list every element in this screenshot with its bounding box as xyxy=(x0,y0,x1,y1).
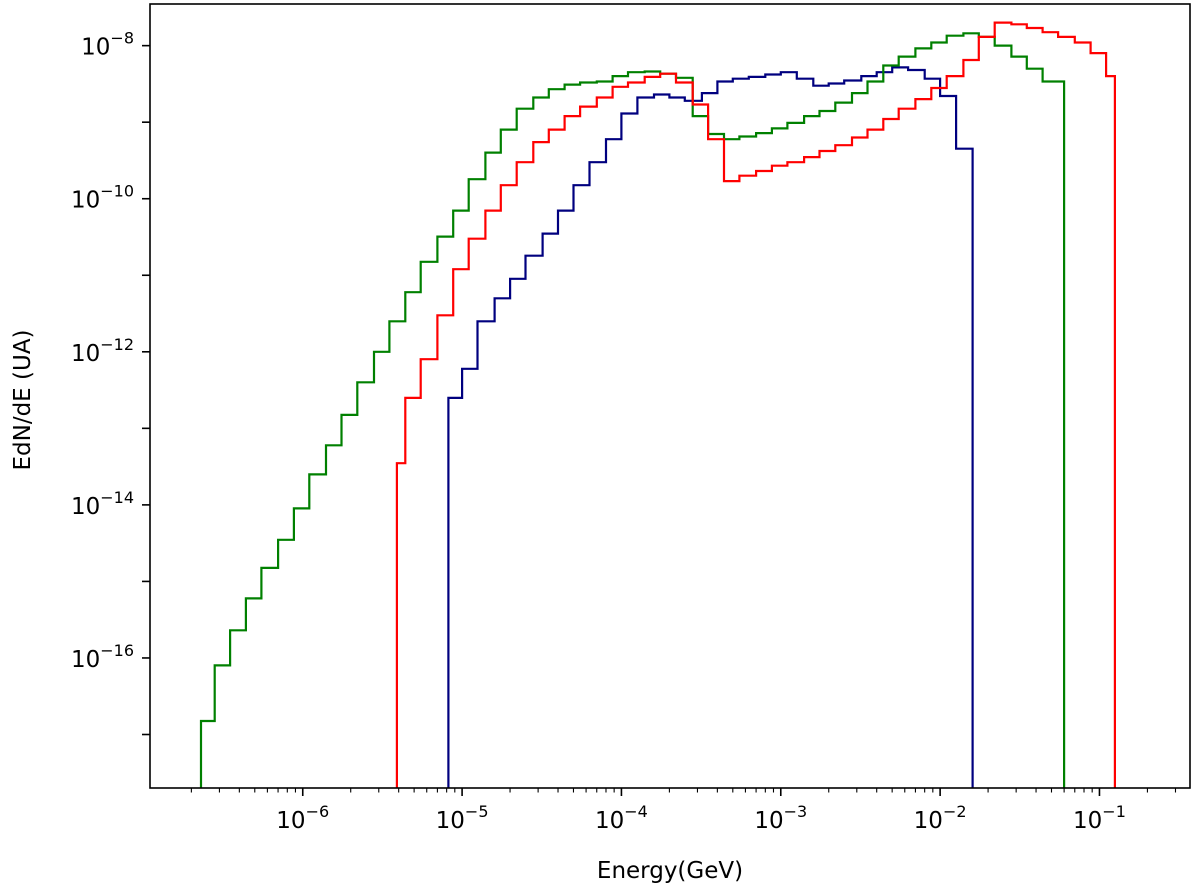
x-tick-label: 10−2 xyxy=(914,802,967,834)
x-axis: 10−6 10−5 10−4 10−3 10−2 10−1 xyxy=(190,788,1177,834)
y-tick-label: 10−16 xyxy=(71,641,134,673)
series-line-2 xyxy=(199,32,1066,788)
x-axis-label: Energy(GeV) xyxy=(597,858,743,884)
x-tick-label: 10−1 xyxy=(1073,802,1126,834)
plot-frame xyxy=(149,3,1191,789)
x-tick-label: 10−5 xyxy=(436,802,489,834)
x-tick-label: 10−6 xyxy=(276,802,329,834)
series-line-3 xyxy=(395,21,1116,788)
y-tick-label: 10−8 xyxy=(81,29,134,61)
x-tick-label: 10−3 xyxy=(754,802,807,834)
x-tick-label: 10−4 xyxy=(595,802,648,834)
y-tick-label: 10−14 xyxy=(71,488,134,520)
plot-background xyxy=(150,4,1190,788)
y-tick-label: 10−10 xyxy=(71,182,134,214)
y-axis: 10−8 10−10 10−12 10−14 10−16 xyxy=(71,29,150,736)
series-layer xyxy=(199,21,1116,788)
series-line-1 xyxy=(447,66,974,788)
y-tick-label: 10−12 xyxy=(71,335,134,367)
y-axis-label: EdN/dE (UA) xyxy=(10,329,36,470)
